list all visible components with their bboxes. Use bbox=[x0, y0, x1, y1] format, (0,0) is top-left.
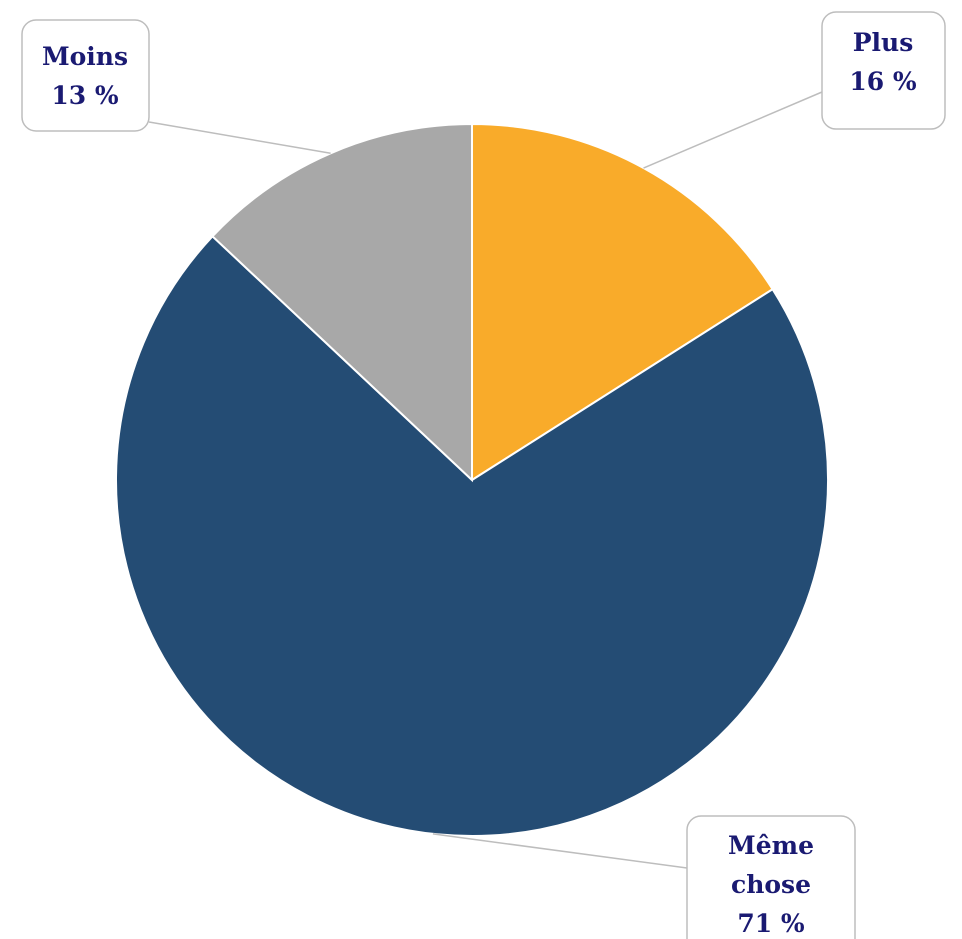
pie-slices bbox=[115, 122, 829, 837]
slice-value-meme: 71 % bbox=[737, 909, 804, 938]
callout-meme-box bbox=[686, 815, 856, 939]
slice-label-moins: Moins bbox=[42, 42, 128, 71]
leader-line-moins bbox=[148, 121, 331, 155]
pie-slice-plus bbox=[471, 122, 774, 482]
slice-label-plus: Plus bbox=[853, 28, 914, 57]
slice-label-meme-line1: Même bbox=[728, 831, 814, 860]
pie-slice-moins bbox=[211, 122, 473, 483]
leader-lines bbox=[148, 91, 823, 869]
leader-line-meme bbox=[432, 833, 688, 869]
slice-value-plus: 16 % bbox=[849, 67, 916, 96]
callout-moins-box bbox=[21, 19, 150, 132]
callout-moins: Moins 13 % bbox=[21, 19, 150, 132]
leader-line-plus bbox=[643, 91, 823, 169]
callout-plus: Plus 16 % bbox=[821, 11, 946, 130]
slice-value-moins: 13 % bbox=[51, 81, 118, 110]
callout-plus-box bbox=[821, 11, 946, 130]
slice-label-meme-line2: chose bbox=[731, 870, 811, 899]
callout-meme: Même chose 71 % bbox=[686, 815, 856, 939]
